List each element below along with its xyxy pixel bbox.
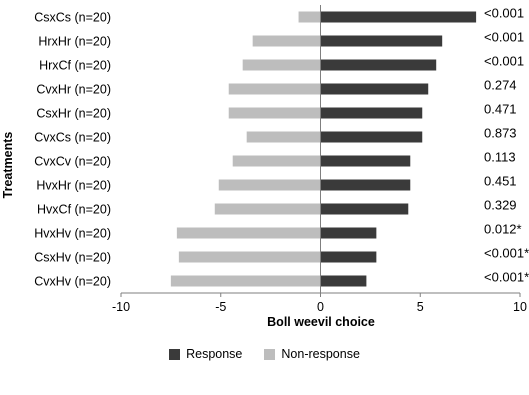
bar-response-hvxhv-n-20 <box>320 227 377 239</box>
p-value-label: 0.274 <box>484 78 517 93</box>
bar-response-cvxhv-n-20 <box>320 275 367 287</box>
x-tick-label: 5 <box>417 300 424 314</box>
p-value-label: <0.001 <box>484 30 524 45</box>
p-value-label: <0.001 <box>484 54 524 69</box>
category-label: CsxCs (n=20) <box>34 11 111 25</box>
category-label: CvxCs (n=20) <box>34 131 111 145</box>
bar-non-response-csxcs-n-20 <box>298 11 321 23</box>
category-label: HvxHr (n=20) <box>36 179 111 193</box>
bar-response-hrxcf-n-20 <box>320 59 437 71</box>
p-value-label: <0.001* <box>484 246 529 261</box>
bar-non-response-cvxcv-n-20 <box>232 155 321 167</box>
category-label: HvxCf (n=20) <box>37 203 111 217</box>
legend-item-response: Response <box>169 347 242 361</box>
legend-item-non-response: Non-response <box>264 347 360 361</box>
p-value-label: <0.001 <box>484 6 524 21</box>
x-tick-label: 0 <box>317 300 324 314</box>
category-label: HrxCf (n=20) <box>39 59 111 73</box>
bar-response-cvxcv-n-20 <box>320 155 411 167</box>
legend-swatch-response <box>169 348 181 360</box>
bar-response-cvxhr-n-20 <box>320 83 429 95</box>
bar-response-csxhv-n-20 <box>320 251 377 263</box>
bar-response-cvxcs-n-20 <box>320 131 423 143</box>
category-label: CvxHr (n=20) <box>36 83 111 97</box>
bar-response-csxcs-n-20 <box>320 11 477 23</box>
bar-response-hvxhr-n-20 <box>320 179 411 191</box>
p-value-label: <0.001* <box>484 270 529 285</box>
x-axis-title: Boll weevil choice <box>267 315 375 329</box>
x-tick-label: 10 <box>513 300 527 314</box>
legend: Response Non-response <box>0 347 529 361</box>
bar-non-response-hrxcf-n-20 <box>242 59 321 71</box>
legend-label-non-response: Non-response <box>281 347 360 361</box>
category-label: CvxHv (n=20) <box>34 275 111 289</box>
bar-non-response-cvxhv-n-20 <box>170 275 321 287</box>
p-value-label: 0.012* <box>484 222 522 237</box>
p-value-label: 0.113 <box>484 150 516 165</box>
p-value-label: 0.873 <box>484 126 517 141</box>
category-label: CsxHr (n=20) <box>36 107 111 121</box>
bar-non-response-cvxcs-n-20 <box>246 131 321 143</box>
legend-label-response: Response <box>186 347 243 361</box>
category-label: HrxHr (n=20) <box>38 35 111 49</box>
x-tick-label: -10 <box>112 300 130 314</box>
axes-layer: -10 -5 0 5 10 <box>112 5 527 314</box>
bar-response-hvxcf-n-20 <box>320 203 409 215</box>
category-label: HvxHv (n=20) <box>34 227 111 241</box>
p-value-label: 0.329 <box>484 198 517 213</box>
y-axis-title: Treatments <box>1 132 15 199</box>
bar-non-response-hrxhr-n-20 <box>252 35 321 47</box>
p-value-label: 0.471 <box>484 102 517 117</box>
legend-swatch-non-response <box>264 348 276 360</box>
bar-non-response-cvxhr-n-20 <box>228 83 321 95</box>
bar-non-response-csxhv-n-20 <box>178 251 321 263</box>
bar-non-response-hvxhv-n-20 <box>176 227 321 239</box>
p-value-label: 0.451 <box>484 174 517 189</box>
category-label: CsxHv (n=20) <box>34 251 111 265</box>
bars-layer <box>170 11 477 287</box>
bar-response-hrxhr-n-20 <box>320 35 443 47</box>
bar-non-response-hvxcf-n-20 <box>214 203 321 215</box>
x-tick-label: -5 <box>215 300 226 314</box>
category-label: CvxCv (n=20) <box>34 155 111 169</box>
labels-layer: CsxCs (n=20) <0.001 HrxHr (n=20) <0.001 HrxC… <box>34 6 529 289</box>
bar-non-response-hvxhr-n-20 <box>218 179 321 191</box>
bar-response-csxhr-n-20 <box>320 107 423 119</box>
bar-non-response-csxhr-n-20 <box>228 107 321 119</box>
